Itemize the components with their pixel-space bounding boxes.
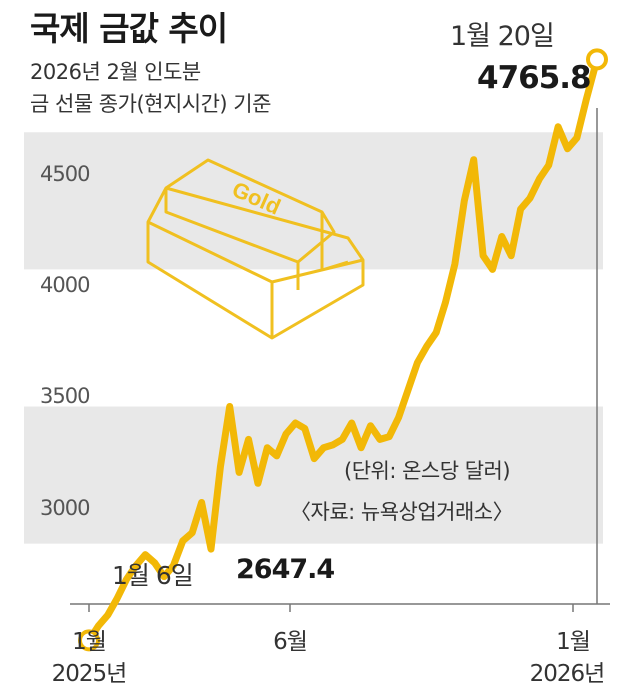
end-date-label: 1월 20일 [450, 21, 555, 52]
end-point-marker [586, 48, 608, 71]
x-tick-year: 2026년 [529, 661, 606, 687]
end-value-label: 4765.8 [477, 60, 592, 96]
x-tick-month: 6월 [273, 629, 308, 655]
gold-price-line [85, 55, 601, 644]
x-tick-month: 1월 [556, 629, 591, 655]
start-point-marker [78, 629, 100, 652]
value-band [24, 406, 603, 544]
value-bands [24, 132, 603, 544]
y-tick-label: 3500 [40, 384, 90, 408]
start-date-label: 1월 6일 [112, 561, 194, 590]
x-tick-month: 1월 [72, 629, 107, 655]
chart-title: 국제 금값 추이 [30, 9, 228, 48]
x-tick-year: 2025년 [51, 661, 128, 687]
y-tick-label: 4000 [40, 273, 90, 297]
subtitle-line-1: 2026년 2월 인도분 [30, 60, 201, 84]
subtitle-line-2: 금 선물 종가(현지시간) 기준 [30, 92, 271, 116]
y-tick-label: 3000 [40, 496, 90, 520]
y-tick-label: 4500 [40, 162, 90, 186]
start-value-label: 2647.4 [236, 554, 335, 585]
source-note: 〈자료: 뉴욕상업거래소〉 [290, 500, 514, 524]
unit-note: (단위: 온스당 달러) [344, 459, 511, 483]
